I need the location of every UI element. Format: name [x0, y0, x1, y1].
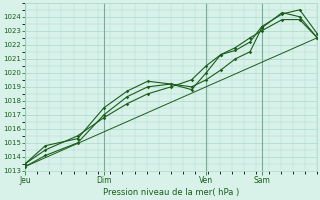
- X-axis label: Pression niveau de la mer( hPa ): Pression niveau de la mer( hPa ): [103, 188, 239, 197]
